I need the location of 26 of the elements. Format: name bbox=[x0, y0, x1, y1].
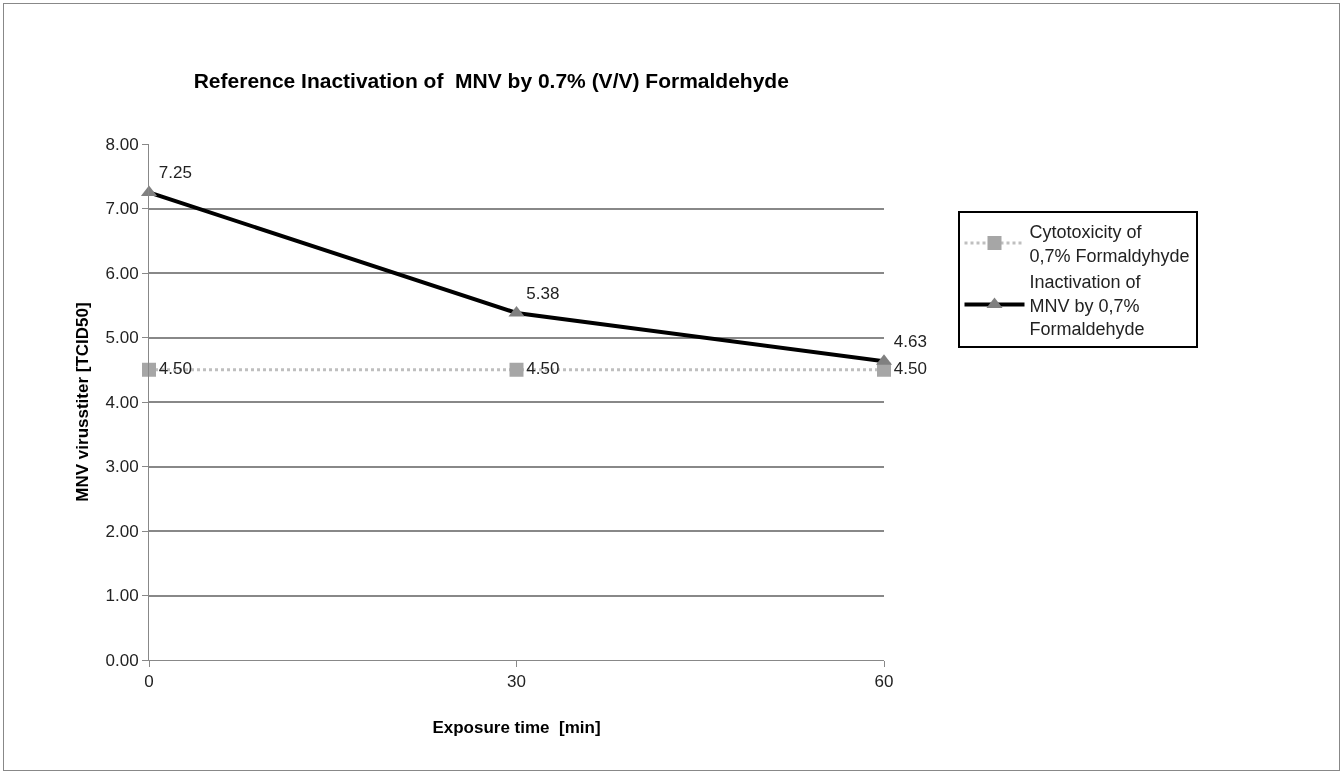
x-tick-label: 60 bbox=[874, 672, 894, 692]
data-label: 5.38 bbox=[526, 283, 560, 303]
data-label: 4.50 bbox=[158, 359, 192, 378]
y-tick-label: 1.00 bbox=[105, 586, 139, 606]
y-tick-label: 7.00 bbox=[105, 199, 139, 219]
y-tick-label: 8.00 bbox=[105, 134, 139, 154]
chart-title: Reference Inactivation of MNV by 0.7% (V/V) Formaldehyde bbox=[193, 68, 789, 92]
point bbox=[508, 305, 525, 317]
data-label: 7.25 bbox=[158, 163, 192, 183]
x-tick-label: 0 bbox=[144, 672, 154, 692]
data-label: 4.63 bbox=[893, 332, 927, 352]
y-tick-label: 5.00 bbox=[105, 328, 139, 348]
y-tick-label: 0.00 bbox=[105, 650, 139, 670]
legend-label: Inactivation of MNV by 0,7% Formaldehyde bbox=[1029, 272, 1145, 339]
legend-label: Cytotoxicity of 0,7% Formaldyhyde bbox=[1029, 222, 1190, 266]
data-label: 4.50 bbox=[526, 359, 560, 378]
y-tick-label: 4.00 bbox=[105, 392, 139, 412]
point bbox=[509, 362, 524, 377]
y-tick-label: 3.00 bbox=[105, 457, 139, 477]
x-tick-label: 30 bbox=[507, 672, 526, 692]
data-label: 4.50 bbox=[893, 359, 927, 378]
y-axis-title: MNV virusstiter [TCID50] bbox=[73, 302, 93, 502]
point bbox=[142, 362, 156, 377]
y-tick-label: 6.00 bbox=[105, 263, 139, 283]
y-tick-label: 2.00 bbox=[105, 521, 139, 541]
x-axis-title: Exposure time [min] bbox=[432, 717, 601, 737]
